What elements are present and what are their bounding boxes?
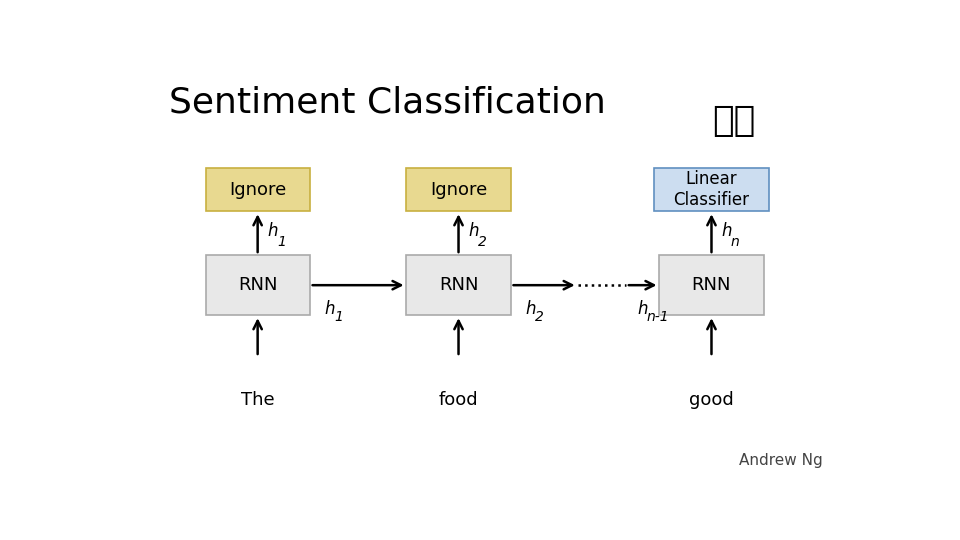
Text: h: h [324, 300, 335, 318]
FancyBboxPatch shape [406, 168, 511, 211]
FancyBboxPatch shape [406, 255, 511, 315]
Text: RNN: RNN [692, 276, 732, 294]
Text: Ignore: Ignore [430, 180, 487, 199]
FancyBboxPatch shape [654, 168, 769, 211]
Text: Sentiment Classification: Sentiment Classification [169, 85, 607, 119]
Text: h: h [525, 300, 536, 318]
Text: h: h [721, 222, 732, 240]
Text: Linear
Classifier: Linear Classifier [674, 170, 750, 209]
Text: Ignore: Ignore [229, 180, 286, 199]
Text: 1: 1 [334, 310, 343, 324]
FancyBboxPatch shape [205, 168, 310, 211]
Text: RNN: RNN [238, 276, 277, 294]
FancyBboxPatch shape [660, 255, 763, 315]
Text: 1: 1 [277, 234, 286, 248]
Text: h: h [267, 222, 277, 240]
Text: good: good [689, 390, 733, 409]
Text: n: n [731, 234, 739, 248]
Text: 2: 2 [535, 310, 544, 324]
Text: Andrew Ng: Andrew Ng [739, 453, 823, 468]
Text: 2: 2 [478, 234, 487, 248]
Text: h: h [468, 222, 479, 240]
Text: n-1: n-1 [647, 310, 669, 324]
Text: 👍👎: 👍👎 [712, 104, 756, 138]
Text: The: The [241, 390, 275, 409]
Text: h: h [637, 300, 648, 318]
Text: RNN: RNN [439, 276, 478, 294]
Text: food: food [439, 390, 478, 409]
FancyBboxPatch shape [205, 255, 310, 315]
